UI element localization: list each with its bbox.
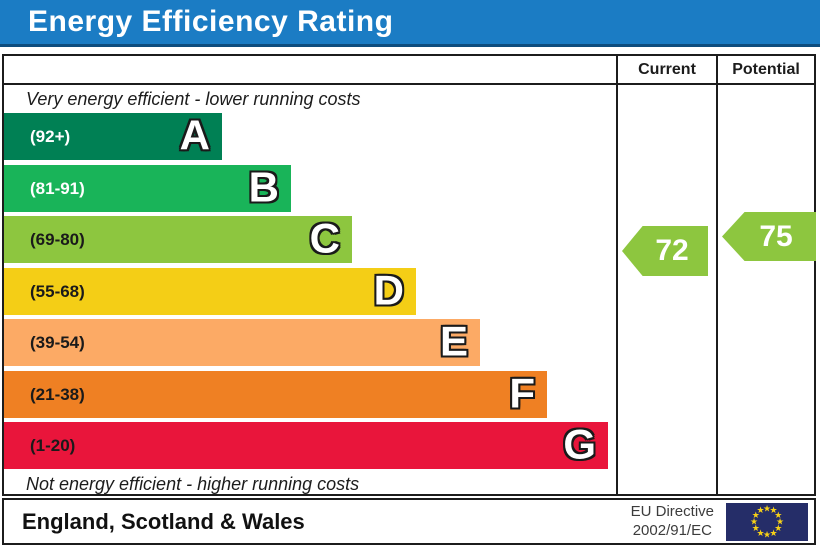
eu-flag-star-icon: ★ xyxy=(756,504,765,515)
band-range-label-B: (81-91) xyxy=(30,178,85,198)
top-note: Very energy efficient - lower running co… xyxy=(26,88,361,109)
eu-flag-star-icon: ★ xyxy=(762,503,772,513)
potential-column-header: Potential xyxy=(732,60,800,78)
band-bar-A: (92+) A xyxy=(4,113,222,160)
eu-flag-star-icon: ★ xyxy=(751,509,760,520)
eu-flag-star-icon: ★ xyxy=(751,522,760,533)
band-letter-A: A xyxy=(179,111,210,159)
eu-directive-line1: EU Directive xyxy=(630,502,714,520)
band-bar-F: (21-38) F xyxy=(4,371,547,418)
current-column-header: Current xyxy=(638,60,696,78)
band-row-G: (1-20) G xyxy=(4,422,608,469)
band-letter-D: D xyxy=(373,266,404,314)
current-rating-value: 72 xyxy=(655,234,689,267)
band-range-label-A: (92+) xyxy=(30,126,71,146)
eu-directive-line2: 2002/91/EC xyxy=(632,521,712,539)
footer: England, Scotland & Wales EU Directive 2… xyxy=(2,498,816,545)
eu-flag-star-icon: ★ xyxy=(762,529,772,539)
table-header-row: Current Potential xyxy=(4,56,814,85)
band-range-label-D: (55-68) xyxy=(30,281,85,301)
potential-column-divider xyxy=(716,56,718,494)
eu-flag-star-icon: ★ xyxy=(775,516,785,526)
eu-directive-label: EU Directive 2002/91/EC xyxy=(631,503,714,541)
eu-flag-star-icon: ★ xyxy=(769,527,778,538)
band-letter-C: C xyxy=(309,214,340,262)
eu-flag-icon: ★ ★ ★ ★ ★ ★ ★ ★ ★ ★ ★ ★ xyxy=(726,502,808,541)
band-row-A: (92+) A xyxy=(4,113,222,160)
band-row-E: (39-54) E xyxy=(4,319,480,366)
band-letter-G: G xyxy=(563,420,596,468)
eu-flag-star-icon: ★ xyxy=(774,509,783,520)
band-row-B: (81-91) B xyxy=(4,165,291,212)
band-bar-D: (55-68) D xyxy=(4,268,416,315)
current-rating-arrow: 72 xyxy=(622,226,708,276)
band-range-label-E: (39-54) xyxy=(30,332,85,352)
page-title: Energy Efficiency Rating xyxy=(28,5,394,38)
band-letter-E: E xyxy=(439,317,468,365)
band-range-label-G: (1-20) xyxy=(30,435,76,455)
band-letter-F: F xyxy=(509,369,535,417)
footer-region-label: England, Scotland & Wales xyxy=(22,508,305,534)
band-range-label-F: (21-38) xyxy=(30,384,85,404)
bottom-note: Not energy efficient - higher running co… xyxy=(26,473,360,494)
band-row-F: (21-38) F xyxy=(4,371,547,418)
band-letter-B: B xyxy=(248,163,279,211)
band-row-D: (55-68) D xyxy=(4,268,416,315)
band-row-C: (69-80) C xyxy=(4,216,352,263)
potential-rating-value: 75 xyxy=(759,219,793,253)
eu-flag-star-icon: ★ xyxy=(749,516,759,526)
current-column-divider xyxy=(616,56,618,494)
band-bar-B: (81-91) B xyxy=(4,165,291,212)
band-range-label-C: (69-80) xyxy=(30,229,85,249)
potential-rating-arrow: 75 xyxy=(722,212,816,261)
title-bar: Energy Efficiency Rating xyxy=(0,0,820,47)
band-bar-G: (1-20) G xyxy=(4,422,608,469)
band-bar-C: (69-80) C xyxy=(4,216,352,263)
eu-flag-star-icon: ★ xyxy=(769,504,778,515)
eu-flag-star-icon: ★ xyxy=(756,527,765,538)
band-bar-E: (39-54) E xyxy=(4,319,480,366)
eu-flag-star-icon: ★ xyxy=(774,522,783,533)
